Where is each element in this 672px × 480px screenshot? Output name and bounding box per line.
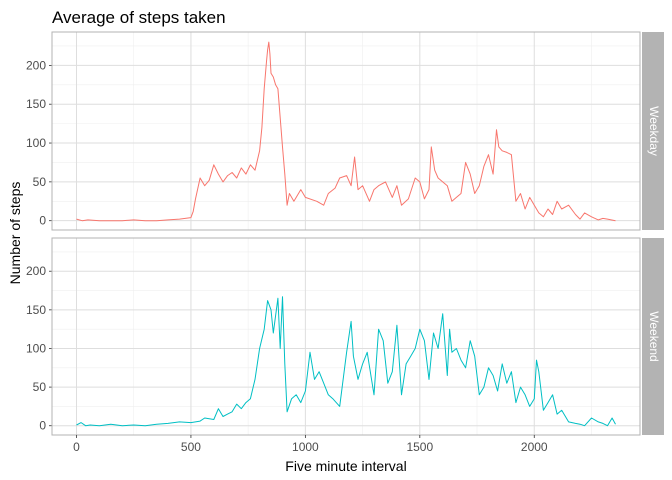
series-line-weekend — [76, 296, 616, 427]
y-tick-label: 200 — [26, 264, 46, 278]
facet-panel-weekend: 0 50 100 150 200 Weekend — [26, 237, 664, 436]
y-tick-label: 50 — [33, 380, 47, 394]
facet-strip-label: Weekday — [647, 106, 661, 156]
x-tick-label: 2000 — [521, 440, 548, 454]
y-tick-label: 150 — [26, 97, 46, 111]
y-tick-label: 0 — [39, 419, 46, 433]
y-tick-label: 50 — [33, 175, 47, 189]
x-tick-label: 0 — [73, 440, 80, 454]
chart-title: Average of steps taken — [52, 8, 226, 27]
panel-background — [52, 32, 640, 230]
y-tick-label: 100 — [26, 341, 46, 355]
x-tick-label: 1500 — [406, 440, 433, 454]
facet-strip — [642, 32, 664, 230]
facet-panel-weekday: 0 50 100 150 200 Weekday — [26, 31, 664, 231]
panel-border — [51, 237, 641, 436]
y-axis-title: Number of steps — [7, 182, 23, 285]
panel-background — [52, 238, 640, 435]
y-tick-label: 100 — [26, 136, 46, 150]
series-line-weekday — [76, 41, 616, 222]
x-axis-title: Five minute interval — [285, 458, 406, 474]
y-tick-label: 200 — [26, 58, 46, 72]
facets-layer: 0 50 100 150 200 Weekday 0 50 100 150 200 Weekend 0 5… — [26, 31, 664, 454]
y-tick-label: 0 — [39, 214, 46, 228]
x-tick-label: 500 — [181, 440, 201, 454]
facet-strip — [642, 238, 664, 435]
x-tick-label: 1000 — [292, 440, 319, 454]
panel-border — [51, 31, 641, 231]
y-tick-label: 150 — [26, 303, 46, 317]
facet-strip-label: Weekend — [647, 311, 661, 361]
